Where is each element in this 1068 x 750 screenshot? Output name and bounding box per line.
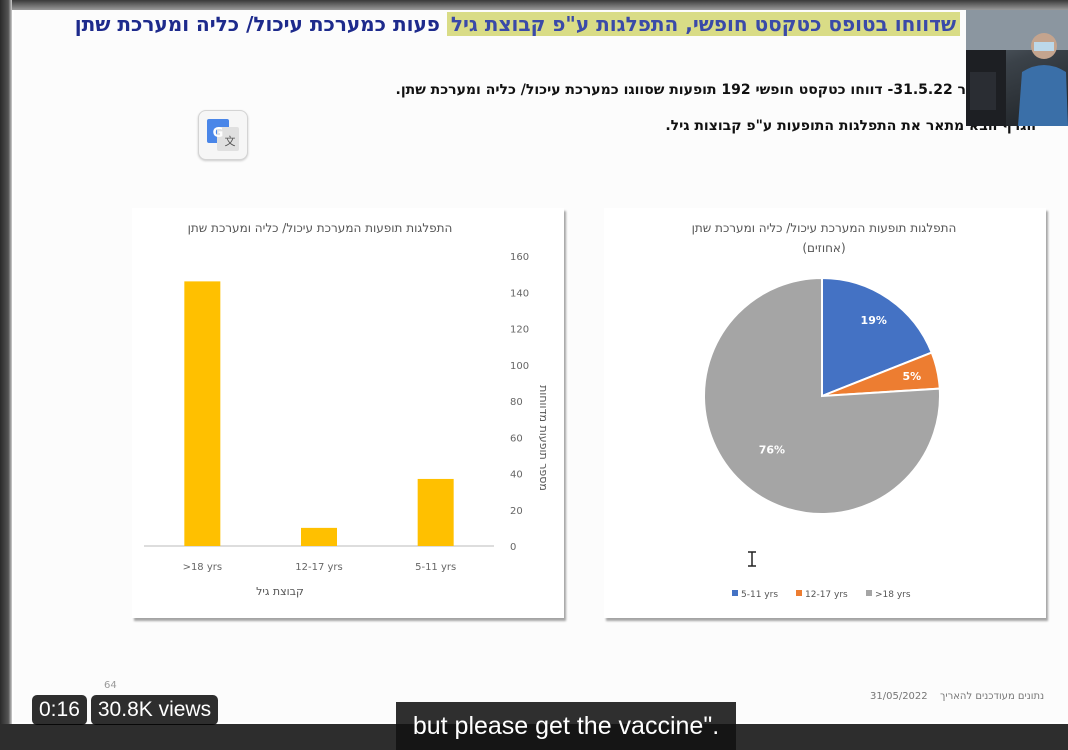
bar-mark xyxy=(301,527,337,546)
bar-y-ticks: 0 20 40 60 80 100 120 140 160 xyxy=(510,252,529,553)
bar-chart-panel: התפלגות תופעות המערכת עיכול/ כליה ומערכת… xyxy=(132,208,564,618)
text-cursor-icon xyxy=(748,551,756,567)
translate-button[interactable]: G 文 xyxy=(198,110,248,160)
bar-y-tick-label: 40 xyxy=(510,470,523,481)
pie-legend: 5-11 yrs 12-17 yrs >18 yrs xyxy=(732,590,911,600)
video-view-count: 30.8K views xyxy=(90,695,219,725)
bar-y-tick-label: 60 xyxy=(510,433,523,444)
slide-footer-note: נתונים מעודכנים להאריך xyxy=(940,691,1045,702)
video-caption: but please get the vaccine". xyxy=(396,702,736,750)
bar-x-axis-label: קבוצת גיל xyxy=(256,585,304,598)
webcam-thumbnail[interactable] xyxy=(966,10,1068,126)
pie-chart-subtitle: (אחוזים) xyxy=(802,241,845,255)
google-translate-icon: G 文 xyxy=(207,119,239,151)
bar-y-tick-label: 80 xyxy=(510,397,523,408)
legend-swatch xyxy=(796,590,802,596)
bar-y-tick-label: 100 xyxy=(510,361,529,372)
slide-page-number: 64 xyxy=(104,680,117,691)
slide-subtitle: ר 31.5.22- דווחו כטקסט חופשי 192 תופעות … xyxy=(395,82,967,98)
bar-chart: התפלגות תופעות המערכת עיכול/ כליה ומערכת… xyxy=(144,221,550,598)
legend-swatch xyxy=(732,590,738,596)
pie-chart-panel: התפלגות תופעות המערכת עיכול/ כליה ומערכת… xyxy=(604,208,1046,618)
slide-description: הגרף הבא מתאר את התפלגות התופעות ע"פ קבו… xyxy=(665,118,1036,134)
bar-y-tick-label: 20 xyxy=(510,506,523,517)
bar-category-labels: >18 yrs 12-17 yrs 5-11 yrs xyxy=(183,562,457,573)
legend-label: 5-11 yrs xyxy=(741,590,778,600)
legend-label: >18 yrs xyxy=(875,590,911,600)
pie-data-label: 76% xyxy=(759,443,785,456)
bar-y-tick-label: 140 xyxy=(510,288,529,299)
video-timestamp: 0:16 xyxy=(32,695,87,725)
bar-y-tick-label: 160 xyxy=(510,252,529,263)
bar-category-label: >18 yrs xyxy=(183,562,223,573)
bar-y-tick-label: 0 xyxy=(510,542,516,553)
bar-mark xyxy=(417,478,454,546)
bar-mark xyxy=(184,281,221,546)
pie-data-labels: 19% 5% 76% xyxy=(759,314,921,456)
translate-glyph: G xyxy=(213,126,224,141)
window-frame-left xyxy=(0,0,12,750)
pie-data-label: 5% xyxy=(902,370,921,383)
pie-slice xyxy=(703,276,941,515)
pie-slices xyxy=(703,276,941,515)
bar-chart-title: התפלגות תופעות המערכת עיכול/ כליה ומערכת… xyxy=(188,221,453,235)
slide-title-highlight: שדווחו בטופס כטקסט חופשי, התפלגות ע"פ קב… xyxy=(446,12,960,36)
pie-chart: התפלגות תופעות המערכת עיכול/ כליה ומערכת… xyxy=(692,221,957,600)
legend-label: 12-17 yrs xyxy=(805,590,848,600)
pie-chart-title: התפלגות תופעות המערכת עיכול/ כליה ומערכת… xyxy=(692,221,957,235)
bar-category-label: 5-11 yrs xyxy=(415,562,456,573)
pie-slice xyxy=(821,276,934,398)
bar-y-axis-label: מספר תופעות מדווחות xyxy=(537,385,550,491)
svg-text:文: 文 xyxy=(225,134,236,148)
bar-category-label: 12-17 yrs xyxy=(295,562,342,573)
bar-marks xyxy=(184,281,454,546)
slide-footer-date: 31/05/2022 xyxy=(870,691,928,702)
pie-data-label: 19% xyxy=(861,314,887,327)
bar-y-tick-label: 120 xyxy=(510,325,529,336)
slide-title-main: פעות כמערכת עיכול/ כליה ומערכת שתן xyxy=(74,12,440,36)
video-stats-overlay: 0:16 30.8K views xyxy=(32,693,219,727)
window-frame-top xyxy=(0,0,1068,10)
legend-swatch xyxy=(866,590,872,596)
slide-title: שדווחו בטופס כטקסט חופשי, התפלגות ע"פ קב… xyxy=(75,12,960,40)
